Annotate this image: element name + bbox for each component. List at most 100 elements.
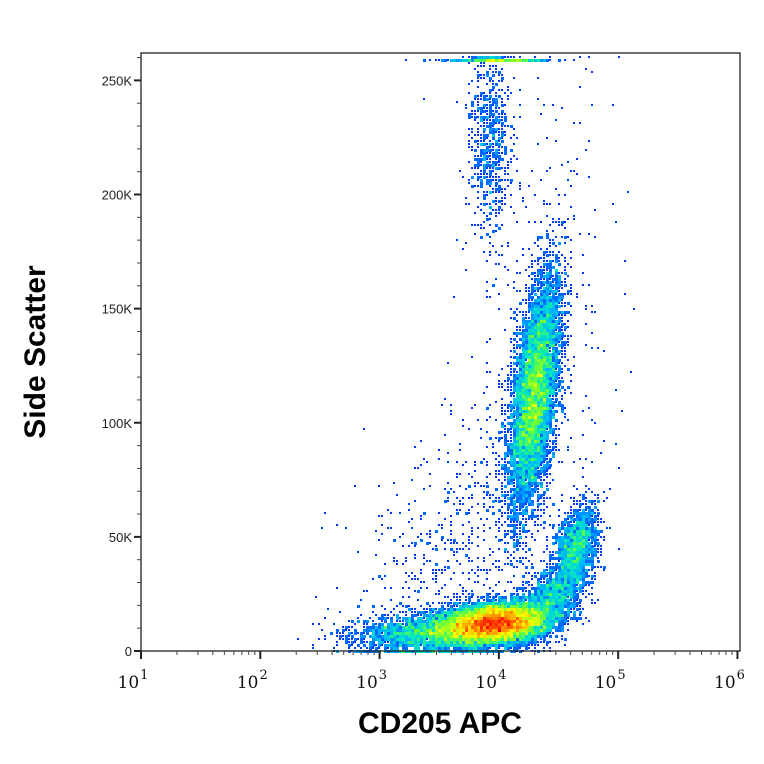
density-cell <box>558 641 560 643</box>
density-cell <box>483 596 485 598</box>
density-cell <box>387 527 389 529</box>
density-cell <box>546 137 548 139</box>
density-cell <box>531 392 534 395</box>
density-cell <box>594 533 597 536</box>
density-cell <box>546 485 548 487</box>
density-cell <box>492 230 495 233</box>
density-cell <box>552 296 555 299</box>
density-cell <box>534 509 536 511</box>
density-cell <box>519 611 522 614</box>
density-cell <box>534 491 536 493</box>
density-cell <box>570 509 572 511</box>
density-cell <box>453 647 456 650</box>
density-cell <box>540 311 543 314</box>
density-cell <box>420 635 423 638</box>
density-cell <box>561 461 563 463</box>
density-cell <box>555 569 557 571</box>
density-cell <box>384 617 387 620</box>
density-cell <box>465 641 468 644</box>
density-cell <box>507 89 509 91</box>
density-cell <box>501 464 504 467</box>
density-cell <box>504 125 506 127</box>
density-cell <box>504 632 507 635</box>
density-cell <box>480 635 483 638</box>
density-cell <box>594 515 597 518</box>
density-cell <box>522 563 524 565</box>
density-cell <box>501 131 504 134</box>
density-cell <box>492 170 494 172</box>
density-cell <box>510 362 512 364</box>
density-cell <box>513 134 515 136</box>
density-cell <box>468 542 470 544</box>
density-cell <box>516 59 519 62</box>
density-cell <box>558 311 561 314</box>
density-cell <box>483 137 486 140</box>
density-cell <box>525 524 527 526</box>
density-cell <box>549 449 552 452</box>
density-cell <box>543 317 546 320</box>
density-cell <box>552 527 554 529</box>
density-cell <box>513 356 516 359</box>
density-cell <box>477 80 479 82</box>
density-cell <box>564 278 566 280</box>
density-cell <box>558 389 561 392</box>
density-cell <box>492 56 495 59</box>
density-cell <box>528 302 531 305</box>
density-cell <box>492 134 495 137</box>
density-cell <box>564 611 567 614</box>
density-cell <box>462 593 464 595</box>
density-cell <box>504 413 506 415</box>
density-cell <box>549 368 552 371</box>
density-cell <box>468 614 471 617</box>
density-cell <box>564 581 567 584</box>
density-cell <box>468 611 471 614</box>
density-cell <box>528 602 531 605</box>
density-cell <box>381 626 384 629</box>
density-cell <box>582 587 584 589</box>
density-cell <box>486 191 488 193</box>
density-cell <box>525 638 528 641</box>
density-cell <box>522 620 525 623</box>
density-cell <box>543 596 546 599</box>
density-cell <box>339 638 341 640</box>
density-cell <box>522 584 524 586</box>
density-cell <box>507 383 509 385</box>
density-cell <box>390 587 392 589</box>
density-cell <box>504 605 507 608</box>
density-cell <box>519 638 522 641</box>
density-cell <box>393 626 396 629</box>
density-cell <box>465 488 467 490</box>
density-cell <box>483 155 486 158</box>
density-cell <box>513 614 516 617</box>
density-cell <box>558 524 560 526</box>
density-cell <box>525 356 528 359</box>
density-cell <box>477 632 480 635</box>
density-cell <box>549 413 552 416</box>
density-cell <box>510 503 513 506</box>
density-cell <box>618 467 620 469</box>
density-cell <box>495 65 497 67</box>
density-cell <box>420 626 423 629</box>
density-cell <box>510 125 513 128</box>
density-cell <box>561 356 563 358</box>
density-cell <box>417 644 420 647</box>
density-cell <box>441 629 444 632</box>
density-cell <box>519 596 522 599</box>
density-cell <box>492 191 494 193</box>
density-cell <box>381 614 384 617</box>
density-cell <box>357 605 360 608</box>
density-cell <box>474 620 477 623</box>
density-cell <box>480 155 482 157</box>
density-cell <box>480 620 483 623</box>
density-cell <box>507 284 509 286</box>
density-cell <box>459 620 462 623</box>
density-cell <box>372 632 375 635</box>
density-cell <box>522 428 525 431</box>
density-cell <box>492 65 494 67</box>
density-cell <box>510 380 513 383</box>
density-cell <box>597 557 599 559</box>
density-cell <box>495 638 498 641</box>
density-cell <box>417 641 420 644</box>
density-cell <box>504 203 506 205</box>
density-cell <box>468 83 470 85</box>
